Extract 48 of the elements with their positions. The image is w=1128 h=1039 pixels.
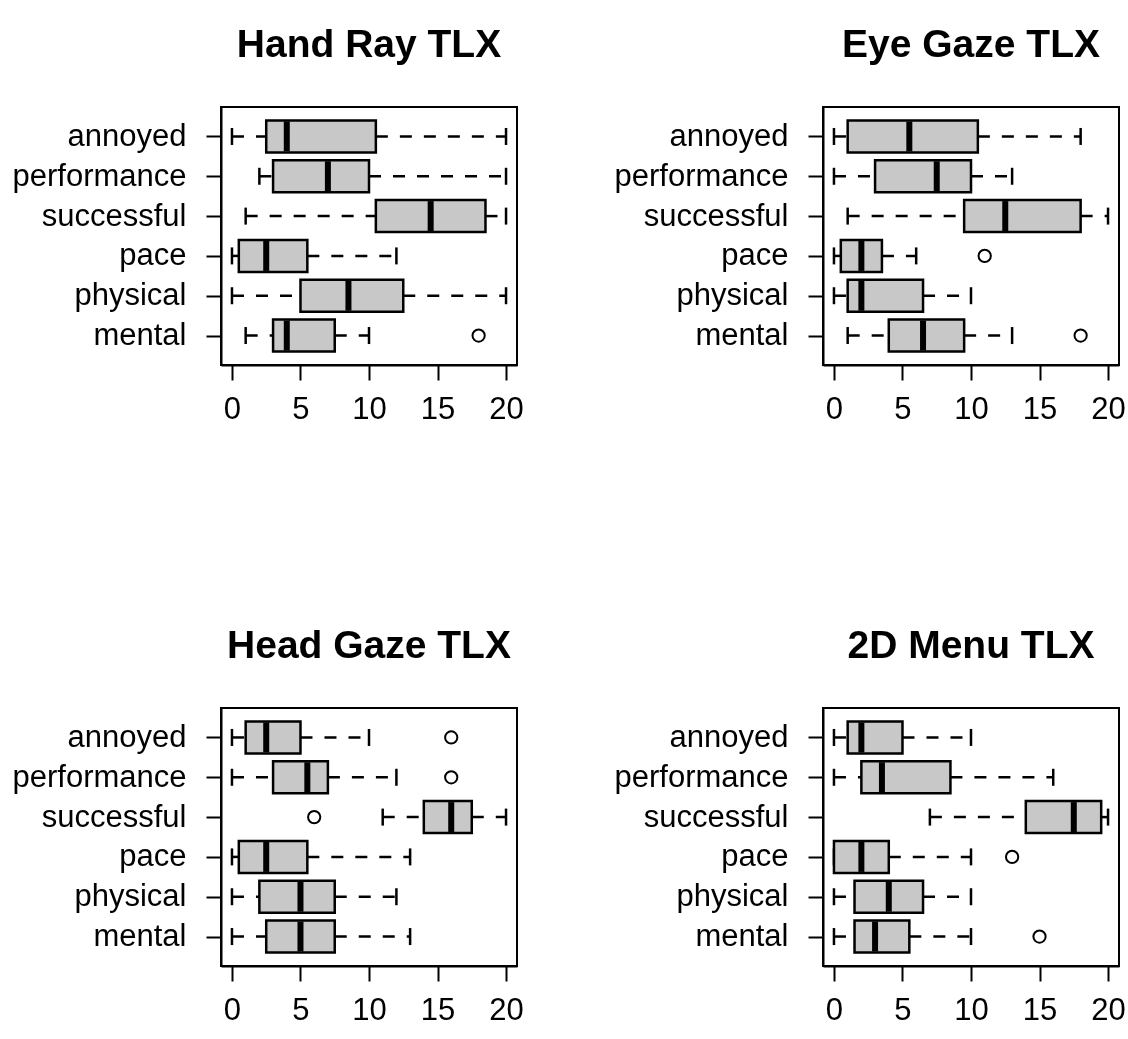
x-tick-label: 10: [954, 991, 989, 1027]
x-tick-label: 5: [894, 390, 912, 426]
x-tick-label: 10: [352, 991, 387, 1027]
y-tick-label: pace: [721, 237, 789, 273]
x-tick-label: 20: [489, 390, 524, 426]
y-tick-label: annoyed: [669, 718, 789, 754]
x-tick-label: 0: [223, 390, 242, 426]
y-tick-label: performance: [614, 157, 789, 193]
x-tick-label: 0: [223, 991, 242, 1027]
y-tick-label: mental: [93, 918, 187, 954]
y-tick-label: physical: [676, 878, 789, 914]
y-tick-label: pace: [119, 838, 187, 874]
chart-title: Hand Ray TLX: [236, 22, 502, 65]
x-tick-label: 10: [352, 390, 387, 426]
y-tick-label: annoyed: [669, 117, 789, 153]
y-tick-label: successful: [643, 197, 789, 233]
y-tick-label: physical: [74, 878, 187, 914]
y-tick-label: performance: [614, 758, 789, 794]
y-tick-label: performance: [12, 758, 187, 794]
chart-title: Eye Gaze TLX: [842, 22, 1100, 65]
x-tick-label: 5: [894, 991, 912, 1027]
y-tick-label: physical: [74, 277, 187, 313]
y-tick-label: successful: [41, 798, 187, 834]
x-tick-label: 15: [1022, 390, 1058, 426]
y-tick-label: mental: [695, 317, 789, 353]
x-tick-label: 20: [1091, 991, 1126, 1027]
x-tick-label: 5: [292, 991, 310, 1027]
y-tick-label: successful: [41, 197, 187, 233]
y-tick-label: mental: [695, 918, 789, 954]
chart-title: Head Gaze TLX: [227, 623, 511, 666]
y-tick-label: physical: [676, 277, 789, 313]
x-tick-label: 15: [420, 991, 456, 1027]
x-tick-label: 20: [489, 991, 524, 1027]
x-tick-label: 10: [954, 390, 989, 426]
x-tick-label: 0: [825, 390, 844, 426]
y-tick-label: successful: [643, 798, 789, 834]
chart-title: 2D Menu TLX: [847, 623, 1095, 666]
x-tick-label: 15: [420, 390, 456, 426]
x-tick-label: 5: [292, 390, 310, 426]
y-tick-label: pace: [119, 237, 187, 273]
y-tick-label: pace: [721, 838, 789, 874]
y-tick-label: annoyed: [67, 117, 187, 153]
x-tick-label: 20: [1091, 390, 1126, 426]
y-tick-label: performance: [12, 157, 187, 193]
x-tick-label: 0: [825, 991, 844, 1027]
x-tick-label: 15: [1022, 991, 1058, 1027]
y-tick-label: annoyed: [67, 718, 187, 754]
y-tick-label: mental: [93, 317, 187, 353]
